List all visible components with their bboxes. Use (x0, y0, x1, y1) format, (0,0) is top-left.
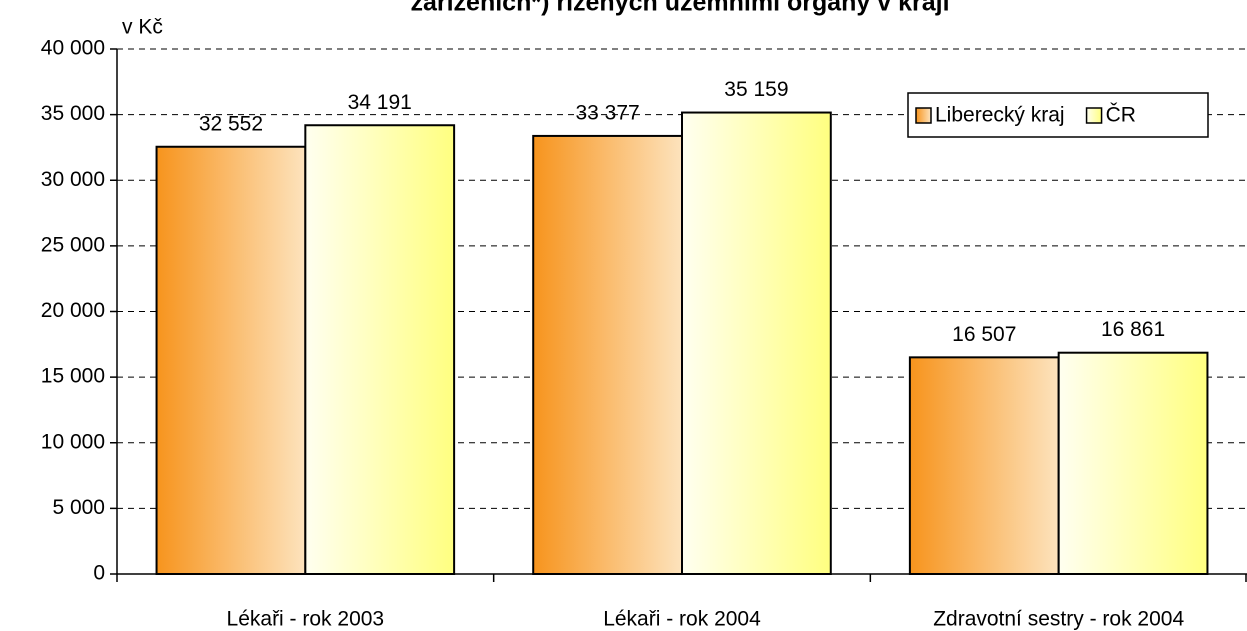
data-label: 35 159 (724, 78, 788, 101)
data-label: 34 191 (348, 91, 412, 114)
legend-label: ČR (1106, 104, 1136, 127)
y-tick-label: 20 000 (41, 299, 105, 322)
data-label: 16 507 (952, 323, 1016, 346)
y-tick-label: 0 (93, 562, 105, 585)
y-tick-label: 40 000 (41, 37, 105, 60)
data-label: 33 377 (575, 101, 639, 124)
y-tick-label: 5 000 (52, 496, 105, 519)
legend-swatch (915, 107, 932, 124)
bar (532, 134, 684, 575)
y-tick-label: 25 000 (41, 233, 105, 256)
y-tick-label: 30 000 (41, 168, 105, 191)
y-tick-label: 35 000 (41, 102, 105, 125)
data-label: 32 552 (199, 112, 263, 135)
bar (908, 356, 1060, 575)
y-tick-label: 15 000 (41, 365, 105, 388)
bar (681, 111, 832, 576)
bar (155, 145, 307, 575)
bar (304, 124, 456, 575)
data-label: 16 861 (1101, 318, 1165, 341)
x-tick-label: Lékaři - rok 2004 (603, 608, 761, 631)
y-tick-label: 10 000 (41, 430, 105, 453)
x-tick-label: Lékaři - rok 2003 (227, 608, 385, 631)
legend-label: Liberecký kraj (935, 104, 1065, 127)
y-axis-label: v Kč (122, 16, 163, 39)
chart-title: zařízeních*) řízených územními orgány v … (410, 0, 949, 17)
bar (1057, 351, 1209, 575)
legend-swatch (1085, 107, 1103, 124)
legend (907, 92, 1209, 138)
x-tick-label: Zdravotní sestry - rok 2004 (933, 608, 1184, 631)
